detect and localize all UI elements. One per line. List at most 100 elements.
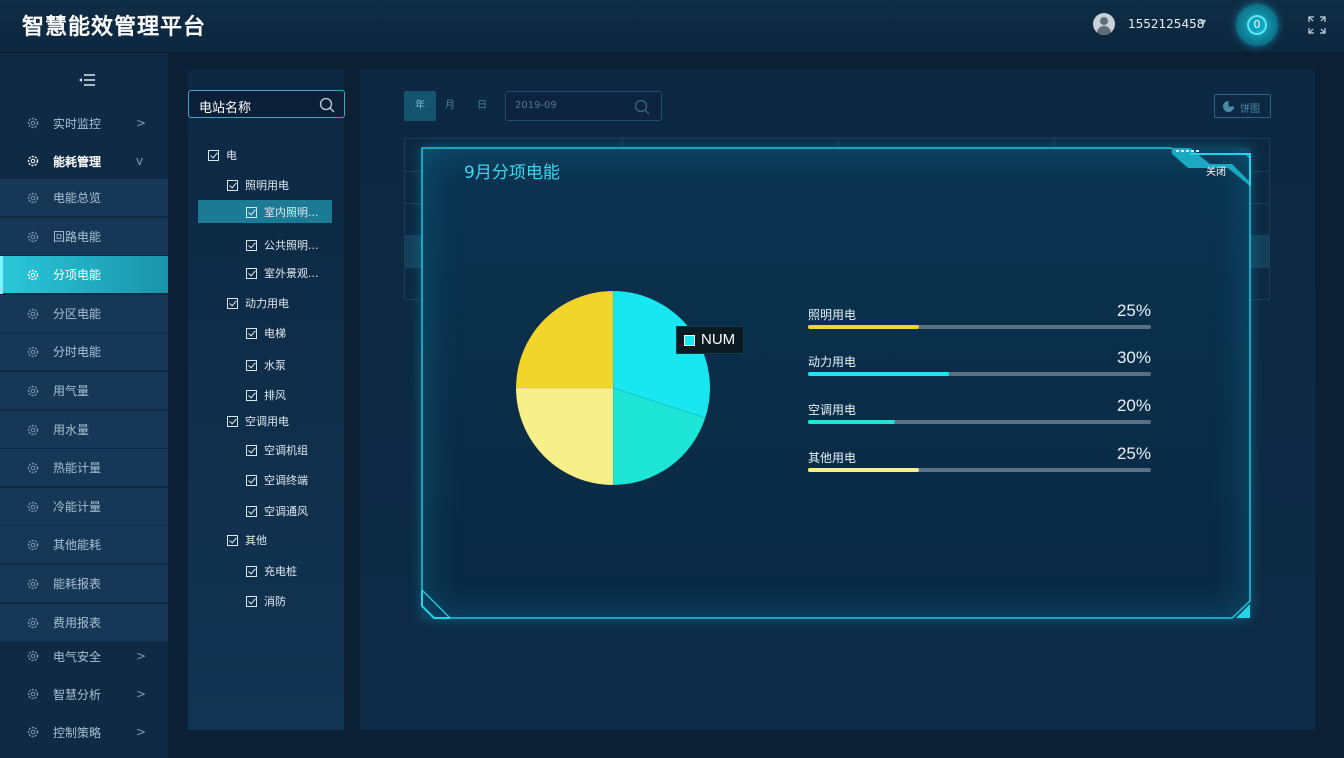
tree-node-label: 排风 <box>264 389 286 402</box>
sidebar-item-label: 热能计量 <box>53 461 102 476</box>
progress-track <box>808 372 1151 376</box>
sidebar-item-9[interactable]: 热能计量 <box>0 449 168 488</box>
top-bar: 智慧能效管理平台 1552125458 ▼ 0 <box>0 0 1344 53</box>
gear-icon <box>27 617 39 628</box>
username[interactable]: 1552125458 <box>1128 17 1205 31</box>
tree-node[interactable]: 室外景观... <box>246 265 319 281</box>
tree-node-label: 空调机组 <box>264 444 308 457</box>
pie-chart-icon <box>1223 101 1234 112</box>
app-title: 智慧能效管理平台 <box>22 15 207 40</box>
chevron-icon: > <box>136 116 147 130</box>
station-search-placeholder: 电站名称 <box>199 101 252 116</box>
sidebar-item-0[interactable]: 实时监控 > <box>0 104 168 142</box>
checkbox-checked-icon[interactable] <box>246 505 257 517</box>
checkbox-checked-icon[interactable] <box>246 595 257 607</box>
tree-node[interactable]: 照明用电 <box>227 177 289 193</box>
tree-node[interactable]: 公共照明... <box>246 237 319 253</box>
tree-node[interactable]: 排风 <box>246 387 286 403</box>
checkbox-checked-icon[interactable] <box>246 565 257 577</box>
sidebar-item-label: 用气量 <box>53 384 90 398</box>
checkbox-checked-icon[interactable] <box>246 267 257 279</box>
sidebar-item-2[interactable]: 电能总览 <box>0 179 168 217</box>
date-picker-input[interactable]: 2019-09 <box>505 91 662 121</box>
gear-icon <box>27 192 39 204</box>
pie-slice[interactable] <box>612 387 706 486</box>
period-month-button[interactable]: 月 <box>445 100 455 111</box>
chevron-icon: v <box>136 154 144 168</box>
sidebar-item-label: 冷能计量 <box>53 499 102 514</box>
sidebar-item-14[interactable]: 电气安全 > <box>0 637 168 675</box>
tree-node[interactable]: 室内照明... <box>246 204 319 220</box>
tree-node-label: 空调终端 <box>264 474 308 487</box>
sidebar-item-label: 用水量 <box>53 422 90 437</box>
sidebar-item-label: 其他能耗 <box>53 538 102 553</box>
pie-chart-toggle-button[interactable]: 饼图 <box>1214 94 1271 118</box>
legend-row: 照明用电 25% <box>808 301 1151 336</box>
legend-percent: 25% <box>1116 444 1151 463</box>
sidebar-item-6[interactable]: 分时电能 <box>0 333 168 372</box>
collapse-menu-icon[interactable] <box>78 73 96 87</box>
checkbox-checked-icon[interactable] <box>246 327 257 339</box>
tree-node[interactable]: 充电桩 <box>246 563 297 579</box>
sidebar-item-16[interactable]: 控制策略 > <box>0 713 168 751</box>
sidebar-item-4[interactable]: 分项电能 <box>0 256 168 295</box>
checkbox-checked-icon[interactable] <box>246 206 257 218</box>
legend-row: 空调用电 20% <box>808 396 1151 431</box>
sidebar-item-15[interactable]: 智慧分析 > <box>0 675 168 713</box>
gear-icon <box>27 540 39 551</box>
tree-node[interactable]: 空调用电 <box>227 413 289 429</box>
tree-node[interactable]: 空调机组 <box>246 442 308 458</box>
checkbox-checked-icon[interactable] <box>227 415 238 427</box>
checkbox-checked-icon[interactable] <box>208 149 219 161</box>
checkbox-checked-icon[interactable] <box>246 359 257 371</box>
close-button[interactable]: 关闭 <box>1206 167 1226 178</box>
checkbox-checked-icon[interactable] <box>227 179 238 191</box>
checkbox-checked-icon[interactable] <box>246 389 257 401</box>
sidebar-item-12[interactable]: 能耗报表 <box>0 565 168 603</box>
tree-node[interactable]: 空调终端 <box>246 472 308 488</box>
sidebar-item-7[interactable]: 用气量 <box>0 372 168 410</box>
tree-selected-highlight <box>198 200 332 223</box>
chevron-icon: > <box>136 725 147 740</box>
notification-button[interactable]: 0 <box>1236 4 1278 46</box>
tree-node[interactable]: 动力用电 <box>227 295 289 311</box>
sidebar-item-11[interactable]: 其他能耗 <box>0 526 168 565</box>
gear-icon <box>27 688 39 700</box>
progress-track <box>808 325 1151 329</box>
tree-node[interactable]: 消防 <box>246 593 286 609</box>
sidebar-item-label: 能耗报表 <box>53 577 102 591</box>
fullscreen-icon[interactable] <box>1307 15 1327 35</box>
sidebar-item-label: 分时电能 <box>53 345 102 360</box>
sidebar-item-3[interactable]: 回路电能 <box>0 217 168 256</box>
user-avatar-icon[interactable] <box>1093 13 1115 35</box>
checkbox-checked-icon[interactable] <box>246 444 257 456</box>
checkbox-checked-icon[interactable] <box>227 534 238 546</box>
date-search-icon[interactable] <box>634 99 650 115</box>
sidebar-item-1[interactable]: 能耗管理 v <box>0 142 168 180</box>
sidebar-item-10[interactable]: 冷能计量 <box>0 487 168 526</box>
dialog-title: 9月分项电能 <box>464 163 560 183</box>
checkbox-checked-icon[interactable] <box>246 239 257 251</box>
period-year-button[interactable]: 年 <box>404 91 436 121</box>
user-dropdown-caret-icon[interactable]: ▼ <box>1200 18 1207 27</box>
checkbox-checked-icon[interactable] <box>227 297 238 309</box>
sidebar-item-label: 回路电能 <box>53 229 102 244</box>
sidebar-item-label: 能耗管理 <box>53 154 102 169</box>
tree-node[interactable]: 空调通风 <box>246 503 308 519</box>
gear-icon <box>27 385 39 397</box>
sidebar-item-5[interactable]: 分区电能 <box>0 294 168 333</box>
legend-percent: 20% <box>1116 396 1151 415</box>
pie-slice[interactable] <box>515 387 614 486</box>
search-icon[interactable] <box>319 97 335 113</box>
sidebar-item-8[interactable]: 用水量 <box>0 410 168 449</box>
chevron-icon: > <box>136 687 147 702</box>
checkbox-checked-icon[interactable] <box>246 474 257 486</box>
period-day-button[interactable]: 日 <box>477 100 487 111</box>
pie-slice[interactable] <box>515 290 614 389</box>
sidebar-item-13[interactable]: 费用报表 <box>0 603 168 642</box>
tree-node[interactable]: 电 <box>208 147 237 163</box>
tree-node[interactable]: 水泵 <box>246 357 286 373</box>
tree-node[interactable]: 电梯 <box>246 325 286 341</box>
station-search-input[interactable]: 电站名称 <box>188 90 345 118</box>
tree-node[interactable]: 其他 <box>227 532 267 548</box>
